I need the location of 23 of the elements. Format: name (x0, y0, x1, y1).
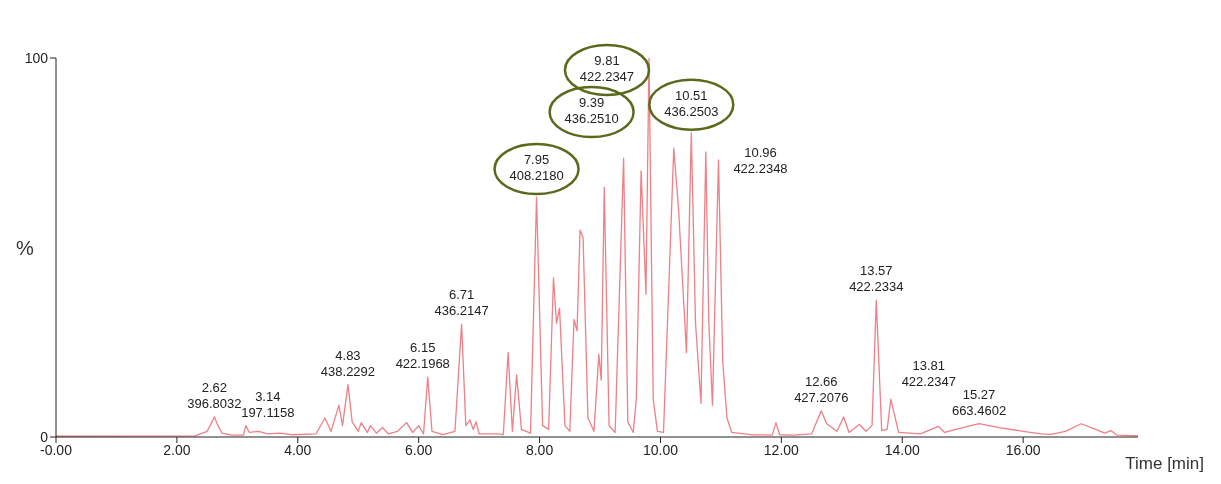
x-tick-label: 6.00 (405, 441, 433, 458)
annotation: 9.81 422.2347 (579, 53, 635, 84)
x-tick-label: 4.00 (284, 441, 312, 458)
x-tick-label: 8.00 (525, 441, 554, 458)
annotation: 13.57 422.2334 (849, 263, 904, 295)
y-tick-label: 100 (24, 49, 49, 66)
annotation: 9.39 436.2510 (564, 95, 619, 127)
x-tick-label: 12.00 (763, 441, 800, 458)
y-axis-title: % (16, 236, 34, 259)
annotation: 2.62 396.8032 (187, 379, 242, 411)
x-tick-label: 14.00 (884, 441, 920, 458)
annotation: 10.96 422.2348 (733, 144, 788, 176)
annotation: 6.71 436.2147 (434, 287, 489, 319)
x-axis-title: Time [min] (1125, 454, 1204, 473)
annotation: 7.95 408.2180 (509, 152, 564, 184)
x-tick-label: 10.00 (642, 441, 679, 458)
annotation: 3.14 197.1158 (241, 388, 295, 420)
x-tick-label: 2.00 (163, 441, 191, 458)
x-tick-label: 16.00 (1005, 441, 1041, 458)
annotation: 10.51 436.2503 (664, 87, 719, 119)
annotation: 6.15 422.1968 (395, 340, 450, 372)
annotation: 4.83 438.2292 (320, 347, 376, 379)
annotation: 12.66 427.2076 (794, 373, 849, 405)
